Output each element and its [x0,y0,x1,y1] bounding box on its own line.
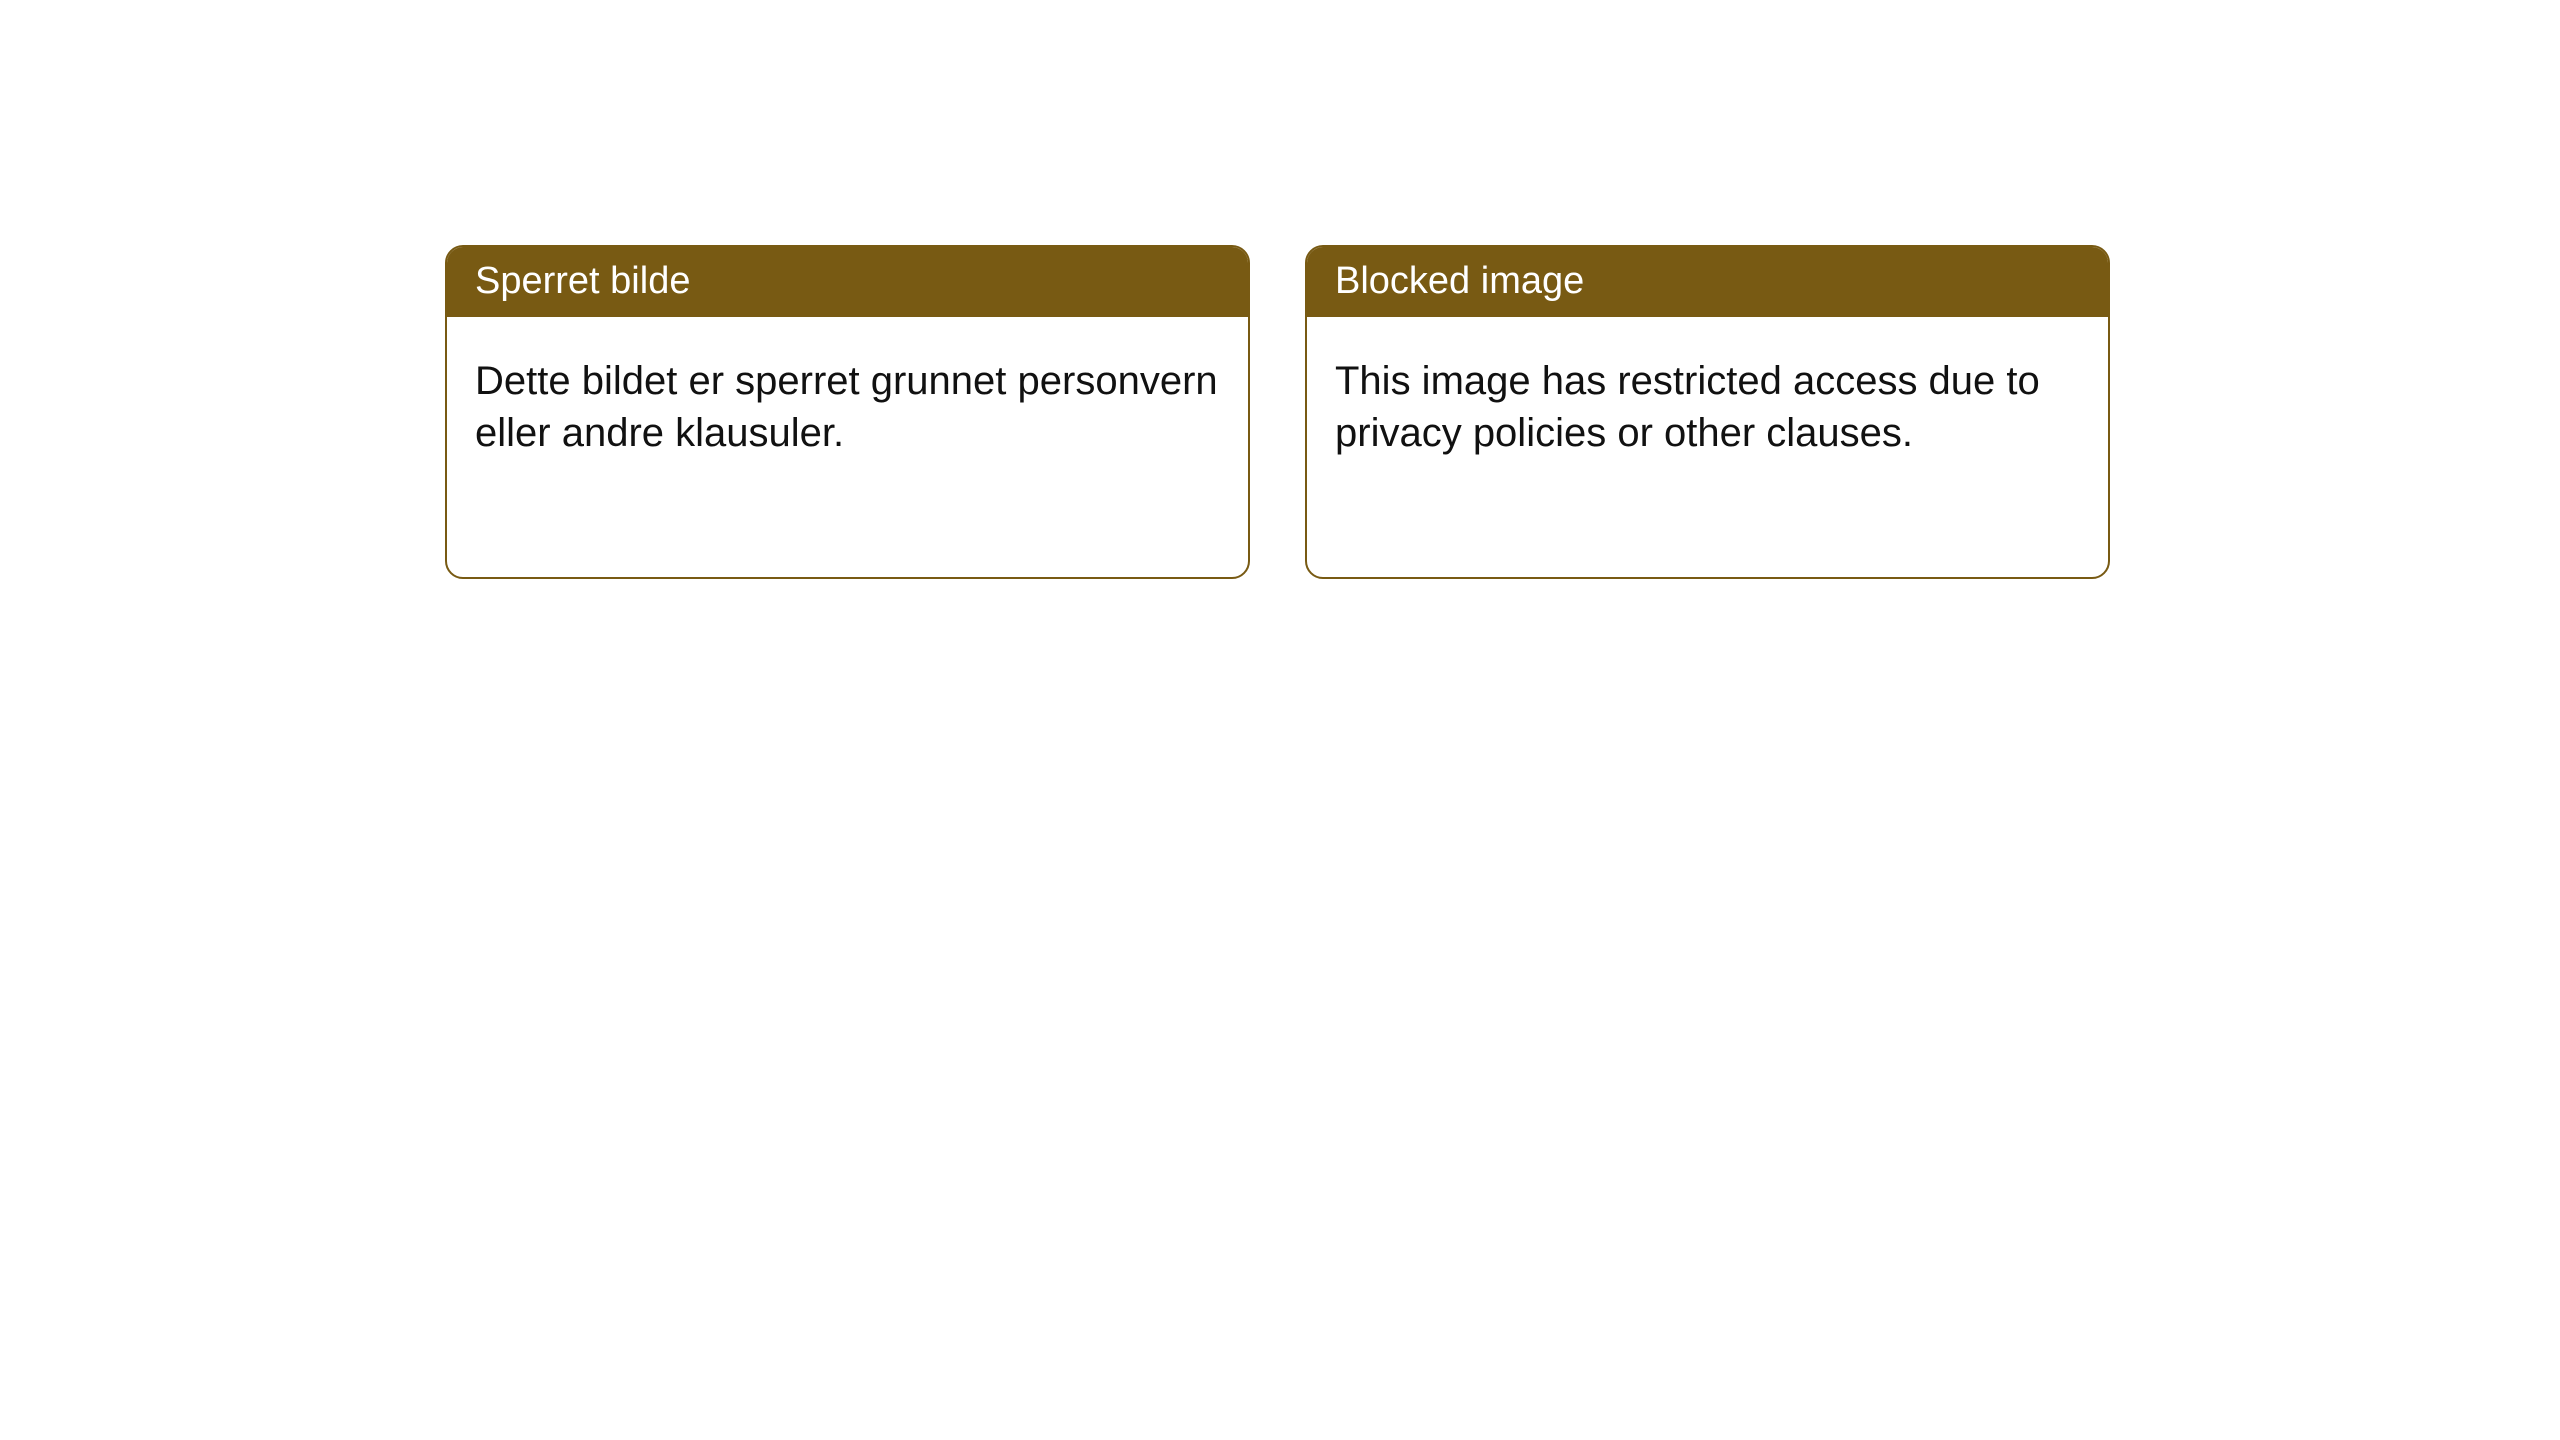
notice-message: Dette bildet er sperret grunnet personve… [475,359,1218,455]
notice-header: Sperret bilde [447,247,1248,317]
notice-title: Sperret bilde [475,260,690,302]
notice-header: Blocked image [1307,247,2108,317]
notice-card-english: Blocked image This image has restricted … [1305,245,2110,579]
notice-message: This image has restricted access due to … [1335,359,2040,455]
notice-card-norwegian: Sperret bilde Dette bildet er sperret gr… [445,245,1250,579]
notice-container: Sperret bilde Dette bildet er sperret gr… [445,245,2110,579]
notice-body: This image has restricted access due to … [1307,317,2108,577]
notice-title: Blocked image [1335,260,1584,302]
notice-body: Dette bildet er sperret grunnet personve… [447,317,1248,577]
